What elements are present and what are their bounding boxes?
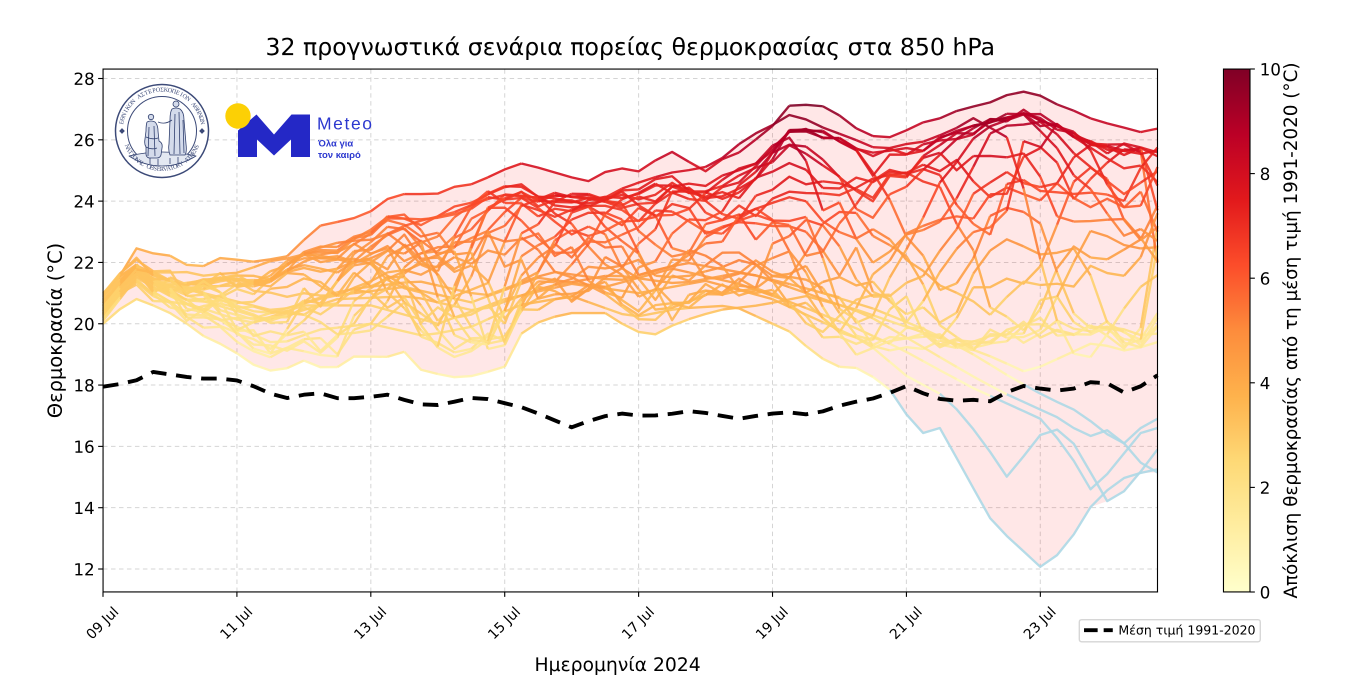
- svg-text:T: T: [186, 154, 194, 162]
- svg-text:Ο: Ο: [155, 86, 161, 93]
- svg-text:Ε: Ε: [174, 89, 180, 97]
- svg-text:T: T: [126, 149, 134, 156]
- svg-text:N: N: [133, 156, 141, 165]
- svg-text:H: H: [188, 151, 197, 159]
- svg-text:Α: Α: [189, 101, 198, 109]
- svg-text:Ι: Ι: [179, 91, 184, 98]
- svg-text:R: R: [175, 161, 183, 169]
- svg-text:Ι: Ι: [123, 109, 130, 114]
- svg-text:Ο: Ο: [126, 100, 135, 108]
- svg-text:N: N: [123, 143, 131, 150]
- svg-text:Ω: Ω: [197, 115, 205, 122]
- svg-text:Θ: Θ: [119, 115, 127, 122]
- svg-text:Τ: Τ: [143, 89, 149, 97]
- svg-text:Α: Α: [136, 92, 144, 101]
- svg-text:E: E: [190, 149, 198, 156]
- svg-text:S: S: [153, 165, 158, 173]
- svg-text:A: A: [124, 146, 133, 154]
- svg-text:L: L: [139, 160, 146, 168]
- svg-text:τον καιρό: τον καιρό: [318, 150, 361, 161]
- svg-text:Ρ: Ρ: [152, 87, 157, 95]
- svg-text:Ο: Ο: [181, 93, 189, 102]
- svg-text:Η: Η: [194, 108, 203, 116]
- svg-text:O: O: [130, 154, 139, 162]
- svg-text:Ο: Ο: [167, 87, 173, 95]
- svg-text:Ε: Ε: [118, 120, 126, 125]
- svg-text:N: N: [192, 146, 201, 154]
- svg-text:Κ: Κ: [163, 87, 169, 94]
- svg-text:S: S: [193, 143, 201, 150]
- svg-text:A: A: [183, 156, 191, 165]
- svg-text:V: V: [163, 166, 169, 173]
- svg-text:Meteo: Meteo: [317, 114, 374, 134]
- svg-text:Ν: Ν: [196, 111, 204, 118]
- svg-text:Y: Y: [178, 160, 186, 169]
- svg-text:B: B: [149, 164, 155, 172]
- svg-text:Θ: Θ: [192, 104, 201, 112]
- svg-text:Σ: Σ: [140, 91, 147, 99]
- svg-text:Ν: Ν: [120, 111, 128, 118]
- svg-text:Σ: Σ: [160, 87, 164, 94]
- svg-text:Ν: Ν: [184, 95, 192, 104]
- svg-text:Κ: Κ: [124, 104, 133, 112]
- svg-text:O: O: [172, 163, 179, 171]
- svg-text:Όλα για: Όλα για: [317, 139, 353, 150]
- svg-text:Ε: Ε: [147, 88, 153, 96]
- svg-text:E: E: [156, 166, 161, 173]
- svg-text:T: T: [169, 164, 175, 172]
- svg-text:Ν: Ν: [198, 120, 206, 126]
- svg-text:Ν: Ν: [129, 97, 137, 105]
- svg-text:A: A: [136, 158, 144, 167]
- svg-text:Π: Π: [171, 88, 178, 96]
- svg-text:O: O: [145, 163, 152, 171]
- svg-text:R: R: [160, 166, 165, 173]
- svg-text:A: A: [166, 165, 172, 173]
- svg-text:I: I: [129, 152, 136, 158]
